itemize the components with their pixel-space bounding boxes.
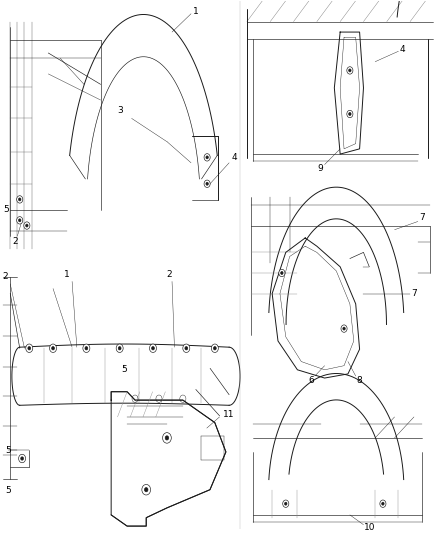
Circle shape: [26, 224, 28, 227]
Circle shape: [118, 346, 121, 350]
Circle shape: [283, 500, 289, 507]
Circle shape: [204, 180, 210, 188]
Text: 2: 2: [12, 237, 18, 246]
Circle shape: [17, 196, 23, 203]
Text: 3: 3: [117, 106, 123, 115]
Text: 2: 2: [167, 270, 173, 279]
Circle shape: [19, 454, 25, 463]
Circle shape: [85, 346, 88, 350]
Text: 4: 4: [399, 45, 405, 54]
Circle shape: [213, 346, 216, 350]
Text: 6: 6: [308, 376, 314, 385]
Text: 1: 1: [64, 270, 70, 279]
Circle shape: [24, 222, 30, 229]
Circle shape: [18, 219, 21, 222]
Circle shape: [281, 271, 283, 274]
Text: 10: 10: [364, 523, 375, 532]
Text: 2: 2: [3, 272, 8, 281]
Circle shape: [347, 110, 353, 118]
Circle shape: [18, 198, 21, 201]
Text: 5: 5: [122, 365, 127, 374]
Circle shape: [212, 344, 219, 352]
Circle shape: [145, 488, 148, 492]
Text: 5: 5: [5, 486, 11, 495]
Circle shape: [116, 344, 123, 352]
Text: 11: 11: [223, 410, 234, 418]
Text: 5: 5: [3, 205, 9, 214]
Circle shape: [206, 182, 208, 185]
Circle shape: [341, 325, 347, 332]
Circle shape: [349, 69, 351, 72]
Circle shape: [17, 216, 23, 224]
Circle shape: [279, 269, 285, 277]
Circle shape: [162, 433, 171, 443]
Circle shape: [206, 156, 208, 159]
Circle shape: [380, 500, 386, 507]
Circle shape: [343, 327, 345, 330]
Circle shape: [28, 346, 31, 350]
Circle shape: [26, 344, 33, 352]
Circle shape: [52, 346, 54, 350]
Circle shape: [49, 344, 57, 352]
Text: 8: 8: [357, 376, 363, 385]
Circle shape: [149, 344, 156, 352]
Circle shape: [185, 346, 188, 350]
Circle shape: [165, 436, 169, 440]
Circle shape: [21, 457, 24, 460]
Text: 9: 9: [318, 164, 324, 173]
Text: 4: 4: [232, 153, 237, 162]
Circle shape: [142, 484, 151, 495]
Circle shape: [183, 344, 190, 352]
Circle shape: [285, 502, 287, 505]
Circle shape: [381, 502, 384, 505]
Circle shape: [347, 67, 353, 74]
Text: 1: 1: [193, 6, 199, 15]
Text: 7: 7: [419, 213, 424, 222]
Text: 7: 7: [411, 289, 417, 298]
Circle shape: [349, 112, 351, 116]
Text: 5: 5: [5, 446, 11, 455]
Circle shape: [204, 154, 210, 161]
Circle shape: [152, 346, 154, 350]
Circle shape: [83, 344, 90, 352]
